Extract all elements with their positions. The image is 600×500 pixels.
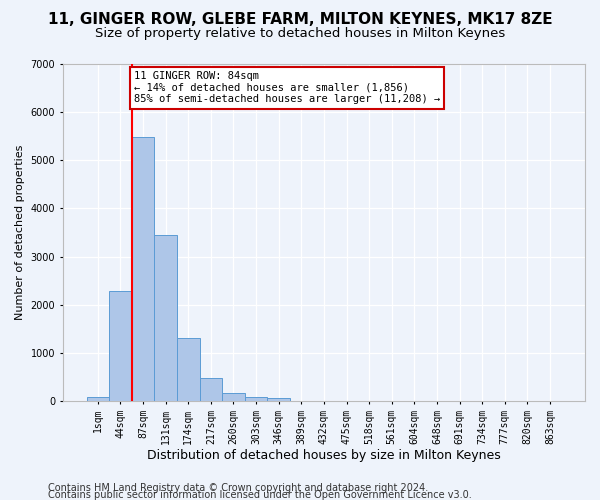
Bar — [132, 137, 154, 401]
Bar — [154, 236, 177, 401]
Text: Contains HM Land Registry data © Crown copyright and database right 2024.: Contains HM Land Registry data © Crown c… — [48, 483, 428, 493]
X-axis label: Distribution of detached houses by size in Milton Keynes: Distribution of detached houses by size … — [147, 450, 501, 462]
Bar — [177, 338, 200, 401]
Text: 11 GINGER ROW: 84sqm
← 14% of detached houses are smaller (1,856)
85% of semi-de: 11 GINGER ROW: 84sqm ← 14% of detached h… — [134, 71, 440, 104]
Bar — [200, 378, 222, 401]
Bar — [245, 396, 268, 401]
Bar — [109, 292, 132, 401]
Text: Size of property relative to detached houses in Milton Keynes: Size of property relative to detached ho… — [95, 28, 505, 40]
Text: Contains public sector information licensed under the Open Government Licence v3: Contains public sector information licen… — [48, 490, 472, 500]
Y-axis label: Number of detached properties: Number of detached properties — [15, 145, 25, 320]
Bar — [222, 393, 245, 401]
Bar — [268, 398, 290, 401]
Text: 11, GINGER ROW, GLEBE FARM, MILTON KEYNES, MK17 8ZE: 11, GINGER ROW, GLEBE FARM, MILTON KEYNE… — [47, 12, 553, 28]
Bar — [86, 397, 109, 401]
